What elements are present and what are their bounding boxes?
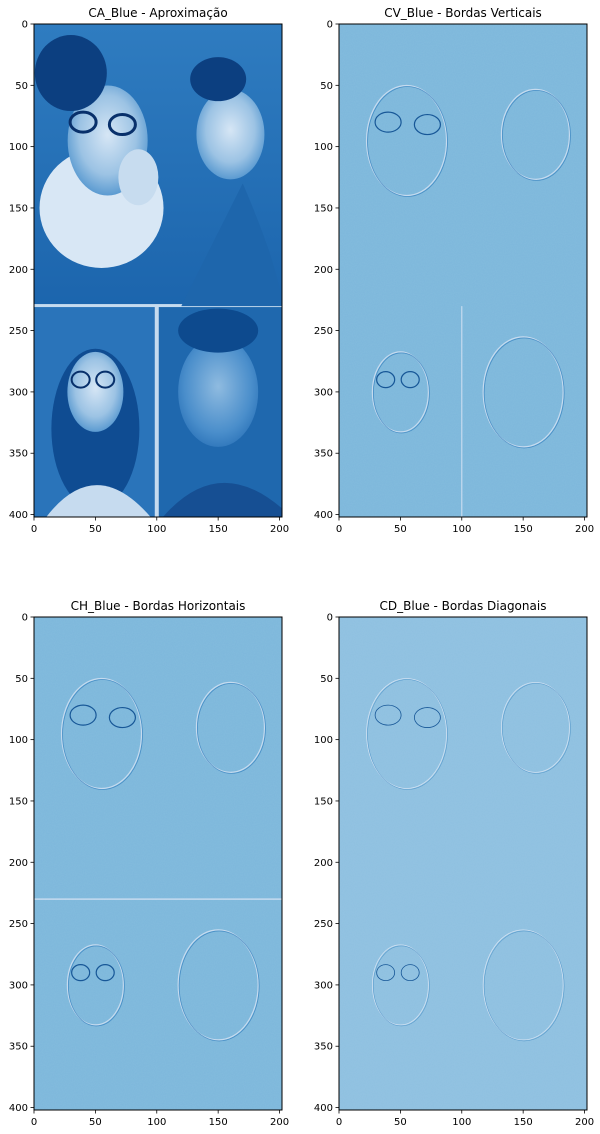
panel-0: CA_Blue - Aproximação 0 50 100 150 200 0 50 100 1… bbox=[9, 6, 289, 535]
y-tick-label: 400 bbox=[9, 1103, 28, 1114]
y-tick-label: 150 bbox=[9, 203, 28, 214]
chart-title: CD_Blue - Bordas Diagonais bbox=[380, 599, 547, 613]
x-tick-label: 100 bbox=[147, 1117, 166, 1128]
y-tick-label: 100 bbox=[9, 142, 28, 153]
y-tick-label: 200 bbox=[9, 858, 28, 869]
y-tick-label: 200 bbox=[314, 858, 333, 869]
y-tick-label: 350 bbox=[9, 449, 28, 460]
axes-frame bbox=[338, 616, 588, 1111]
x-tick-label: 200 bbox=[270, 1117, 289, 1128]
y-tick-label: 300 bbox=[9, 387, 28, 398]
axes-frame bbox=[33, 616, 283, 1111]
y-tick-label: 250 bbox=[9, 326, 28, 337]
x-tick-label: 150 bbox=[209, 524, 228, 535]
x-tick-label: 50 bbox=[89, 1117, 102, 1128]
y-tick-label: 200 bbox=[314, 265, 333, 276]
panel-image bbox=[339, 617, 587, 1110]
panel-image bbox=[34, 24, 282, 517]
y-tick-label: 150 bbox=[314, 203, 333, 214]
panel-2: CH_Blue - Bordas Horizontais 0 50 100 150 200… bbox=[9, 599, 289, 1128]
y-tick-label: 50 bbox=[320, 81, 333, 92]
x-tick-label: 0 bbox=[336, 1117, 342, 1128]
y-tick-label: 150 bbox=[9, 796, 28, 807]
x-tick-label: 0 bbox=[31, 1117, 37, 1128]
chart-title: CV_Blue - Bordas Verticais bbox=[384, 6, 542, 20]
y-tick-label: 300 bbox=[314, 387, 333, 398]
x-tick-label: 150 bbox=[514, 524, 533, 535]
y-tick-label: 300 bbox=[9, 980, 28, 991]
y-tick-label: 100 bbox=[9, 735, 28, 746]
y-tick-label: 0 bbox=[327, 613, 333, 624]
y-tick-label: 50 bbox=[320, 674, 333, 685]
x-tick-label: 200 bbox=[270, 524, 289, 535]
y-tick-label: 350 bbox=[314, 449, 333, 460]
panel-image bbox=[339, 24, 587, 517]
y-tick-label: 400 bbox=[314, 510, 333, 521]
x-tick-label: 200 bbox=[575, 524, 594, 535]
x-tick-label: 0 bbox=[31, 524, 37, 535]
x-tick-label: 50 bbox=[89, 524, 102, 535]
panel-1: CV_Blue - Bordas Verticais 0 50 100 150 200 0 5… bbox=[314, 6, 594, 535]
y-tick-label: 350 bbox=[9, 1042, 28, 1053]
x-tick-label: 150 bbox=[209, 1117, 228, 1128]
y-tick-label: 200 bbox=[9, 265, 28, 276]
y-tick-label: 100 bbox=[314, 142, 333, 153]
panel-image bbox=[34, 617, 282, 1110]
x-tick-label: 100 bbox=[452, 524, 471, 535]
y-tick-label: 150 bbox=[314, 796, 333, 807]
x-tick-label: 100 bbox=[452, 1117, 471, 1128]
x-tick-label: 50 bbox=[394, 524, 407, 535]
chart-title: CA_Blue - Aproximação bbox=[88, 6, 227, 20]
y-tick-label: 400 bbox=[314, 1103, 333, 1114]
chart-title: CH_Blue - Bordas Horizontais bbox=[71, 599, 246, 613]
x-tick-label: 100 bbox=[147, 524, 166, 535]
y-tick-label: 0 bbox=[22, 20, 28, 31]
y-tick-label: 100 bbox=[314, 735, 333, 746]
y-tick-label: 50 bbox=[15, 81, 28, 92]
axes-frame bbox=[33, 23, 283, 518]
x-tick-label: 200 bbox=[575, 1117, 594, 1128]
y-tick-label: 0 bbox=[327, 20, 333, 31]
x-tick-label: 50 bbox=[394, 1117, 407, 1128]
y-tick-label: 250 bbox=[314, 326, 333, 337]
y-tick-label: 350 bbox=[314, 1042, 333, 1053]
x-tick-label: 150 bbox=[514, 1117, 533, 1128]
axes-frame bbox=[338, 23, 588, 518]
y-tick-label: 250 bbox=[9, 919, 28, 930]
x-tick-label: 0 bbox=[336, 524, 342, 535]
y-tick-label: 50 bbox=[15, 674, 28, 685]
y-tick-label: 0 bbox=[22, 613, 28, 624]
y-tick-label: 300 bbox=[314, 980, 333, 991]
y-tick-label: 400 bbox=[9, 510, 28, 521]
panel-3: CD_Blue - Bordas Diagonais 0 50 100 150 200 0 5… bbox=[314, 599, 594, 1128]
y-tick-label: 250 bbox=[314, 919, 333, 930]
